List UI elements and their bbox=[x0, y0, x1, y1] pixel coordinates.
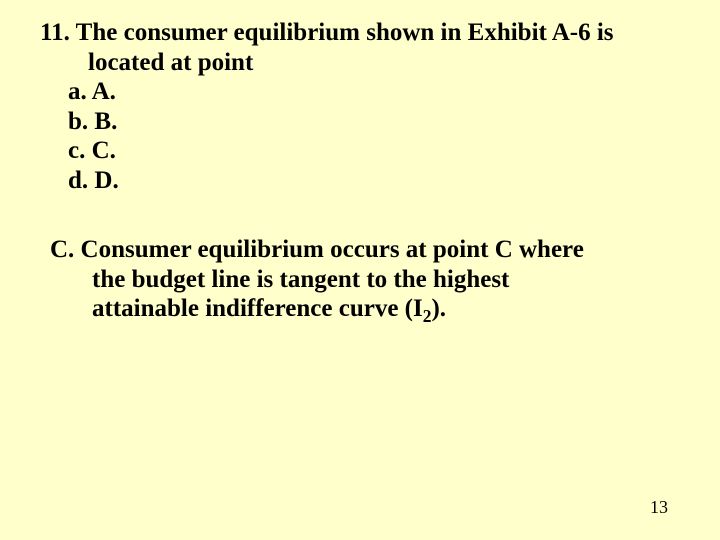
question-line-2: located at point bbox=[40, 48, 680, 78]
answer-line-3-post: ). bbox=[431, 295, 446, 322]
answer-line-3-pre: attainable indifference curve (I bbox=[92, 295, 423, 322]
option-d: d. D. bbox=[40, 166, 680, 196]
question-block: 11. The consumer equilibrium shown in Ex… bbox=[40, 18, 680, 195]
option-b: b. B. bbox=[40, 107, 680, 137]
option-a: a. A. bbox=[40, 77, 680, 107]
slide-container: 11. The consumer equilibrium shown in Ex… bbox=[0, 0, 720, 540]
answer-block: C. Consumer equilibrium occurs at point … bbox=[40, 235, 680, 324]
option-c: c. C. bbox=[40, 136, 680, 166]
page-number: 13 bbox=[650, 497, 668, 518]
question-line-1: 11. The consumer equilibrium shown in Ex… bbox=[40, 18, 680, 48]
answer-line-1: C. Consumer equilibrium occurs at point … bbox=[50, 235, 680, 265]
answer-line-2: the budget line is tangent to the highes… bbox=[50, 265, 680, 295]
answer-line-3: attainable indifference curve (I2). bbox=[50, 294, 680, 324]
